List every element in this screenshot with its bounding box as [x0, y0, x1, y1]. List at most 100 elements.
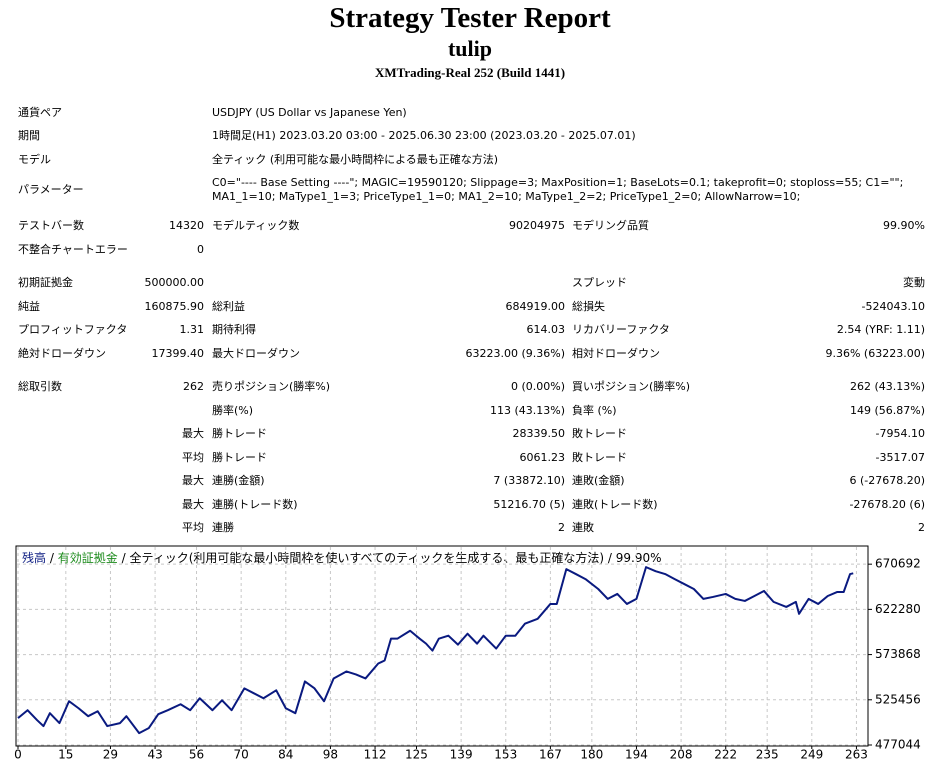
- x-tick-label: 167: [539, 748, 562, 762]
- info-value: C0="---- Base Setting ----"; MAGIC=19590…: [212, 176, 904, 189]
- info-value: MA1_1=10; MaType1_1=3; PriceType1_1=0; M…: [212, 190, 801, 203]
- info-value: 全ティック (利用可能な最小時間枠による最も正確な方法): [212, 153, 499, 166]
- x-tick-label: 139: [450, 748, 473, 762]
- stat-label: 敗トレード: [572, 450, 627, 464]
- stat-label: モデルティック数: [212, 219, 300, 232]
- stat-label: 総損失: [572, 299, 605, 313]
- legend-model: 全ティック(利用可能な最小時間枠を使いすべてのティックを生成する、最も正確な方法…: [129, 550, 604, 565]
- stat-label: テストバー数: [18, 219, 84, 232]
- stat-label: 連敗(トレード数): [572, 497, 658, 511]
- stat-value: 2: [558, 521, 565, 534]
- chart-legend: 残高 / 有効証拠金 / 全ティック(利用可能な最小時間枠を使いすべてのティック…: [22, 550, 662, 565]
- stat-value: -524043.10: [861, 299, 925, 313]
- stat-value: 51216.70 (5): [493, 497, 565, 511]
- x-tick-label: 56: [189, 748, 204, 762]
- stat-value: 0 (0.00%): [510, 380, 565, 393]
- stat-label: 勝率(%): [212, 403, 254, 417]
- stat-label: リカバリーファクタ: [572, 323, 670, 336]
- info-label: 期間: [18, 129, 40, 142]
- y-tick-label: 525456: [875, 692, 921, 706]
- x-tick-label: 153: [494, 748, 517, 762]
- report-title: Strategy Tester Report: [329, 2, 611, 34]
- info-label: モデル: [18, 153, 51, 166]
- stat-value: 262 (43.13%): [849, 380, 925, 393]
- stat-value: 63223.00 (9.36%): [465, 346, 565, 360]
- info-label: パラメーター: [18, 183, 84, 196]
- y-tick-label: 573868: [875, 647, 921, 661]
- stat-value: -7954.10: [875, 427, 925, 440]
- stat-value: -3517.07: [875, 450, 925, 464]
- stat-label: 連勝(トレード数): [212, 497, 298, 511]
- stat-label: 不整合チャートエラー: [18, 242, 128, 256]
- stat-value: 614.03: [526, 323, 566, 336]
- x-tick-label: 29: [103, 748, 118, 762]
- stat-label: 総利益: [212, 299, 245, 313]
- stat-value: 最大: [182, 427, 204, 440]
- server-info: XMTrading-Real 252 (Build 1441): [374, 65, 566, 80]
- x-tick-label: 112: [364, 748, 387, 762]
- stat-value: 2: [918, 521, 925, 534]
- stat-label: 初期証拠金: [18, 276, 73, 289]
- legend-quality: 99.90%: [616, 551, 662, 565]
- stat-label: 連敗(金額): [572, 474, 625, 487]
- x-tick-label: 208: [670, 748, 693, 762]
- chart-frame: [15, 545, 869, 747]
- info-value: 1時間足(H1) 2023.03.20 03:00 - 2025.06.30 2…: [212, 129, 636, 142]
- stat-value: 9.36% (63223.00): [825, 346, 925, 360]
- stat-label: 負率 (%): [572, 403, 617, 417]
- legend-separator: /: [50, 551, 55, 565]
- stat-value: 1.31: [179, 323, 205, 336]
- stat-value: 2.54 (YRF: 1.11): [836, 323, 925, 336]
- y-tick-label: 477044: [875, 738, 921, 752]
- stat-value: 500000.00: [144, 276, 205, 289]
- stat-label: 純益: [18, 299, 40, 313]
- stat-value: 最大: [182, 474, 204, 487]
- x-tick-label: 43: [147, 748, 162, 762]
- x-tick-label: 84: [278, 748, 293, 762]
- stat-value: 99.90%: [883, 219, 925, 232]
- stat-value: 0: [197, 242, 204, 256]
- stat-value: 変動: [903, 276, 925, 289]
- stat-value: 7 (33872.10): [493, 474, 565, 487]
- x-tick-label: 125: [405, 748, 428, 762]
- stat-value: 28339.50: [512, 427, 566, 440]
- stat-value: 262: [183, 380, 204, 393]
- stat-value: 90204975: [509, 219, 565, 232]
- info-value: USDJPY (US Dollar vs Japanese Yen): [212, 106, 407, 119]
- stat-label: 連勝(金額): [212, 474, 265, 487]
- expert-name: tulip: [447, 36, 493, 61]
- stat-label: 勝トレード: [212, 427, 267, 440]
- legend-balance: 残高: [22, 550, 46, 565]
- legend-separator: /: [122, 551, 127, 565]
- stat-value: 最大: [182, 497, 204, 511]
- stat-value: 6 (-27678.20): [849, 474, 925, 487]
- stat-label: 相対ドローダウン: [572, 346, 660, 360]
- y-tick-label: 670692: [875, 557, 921, 571]
- stat-value: 149 (56.87%): [849, 403, 925, 417]
- stat-value: -27678.20 (6): [849, 497, 925, 511]
- balance-line: [17, 566, 854, 735]
- stat-value: 160875.90: [144, 299, 205, 313]
- x-tick-label: 0: [14, 748, 22, 762]
- stat-label: 最大ドローダウン: [212, 346, 300, 360]
- x-tick-label: 222: [714, 748, 737, 762]
- stat-label: 絶対ドローダウン: [18, 346, 106, 360]
- x-tick-label: 235: [756, 748, 779, 762]
- y-tick-label: 622280: [875, 602, 921, 616]
- stat-label: プロフィットファクタ: [18, 323, 128, 336]
- stat-label: 連敗: [572, 521, 594, 534]
- stat-label: 買いポジション(勝率%): [572, 380, 691, 393]
- stat-label: 勝トレード: [212, 450, 267, 464]
- stat-value: 平均: [182, 521, 204, 534]
- stat-value: 113 (43.13%): [489, 403, 565, 417]
- x-tick-label: 249: [800, 748, 823, 762]
- x-tick-label: 194: [625, 748, 648, 762]
- x-tick-label: 15: [58, 748, 73, 762]
- stat-value: 17399.40: [151, 346, 205, 360]
- stat-label: 連勝: [212, 521, 234, 534]
- stat-label: 敗トレード: [572, 427, 627, 440]
- x-tick-label: 180: [580, 748, 603, 762]
- x-tick-label: 263: [845, 748, 868, 762]
